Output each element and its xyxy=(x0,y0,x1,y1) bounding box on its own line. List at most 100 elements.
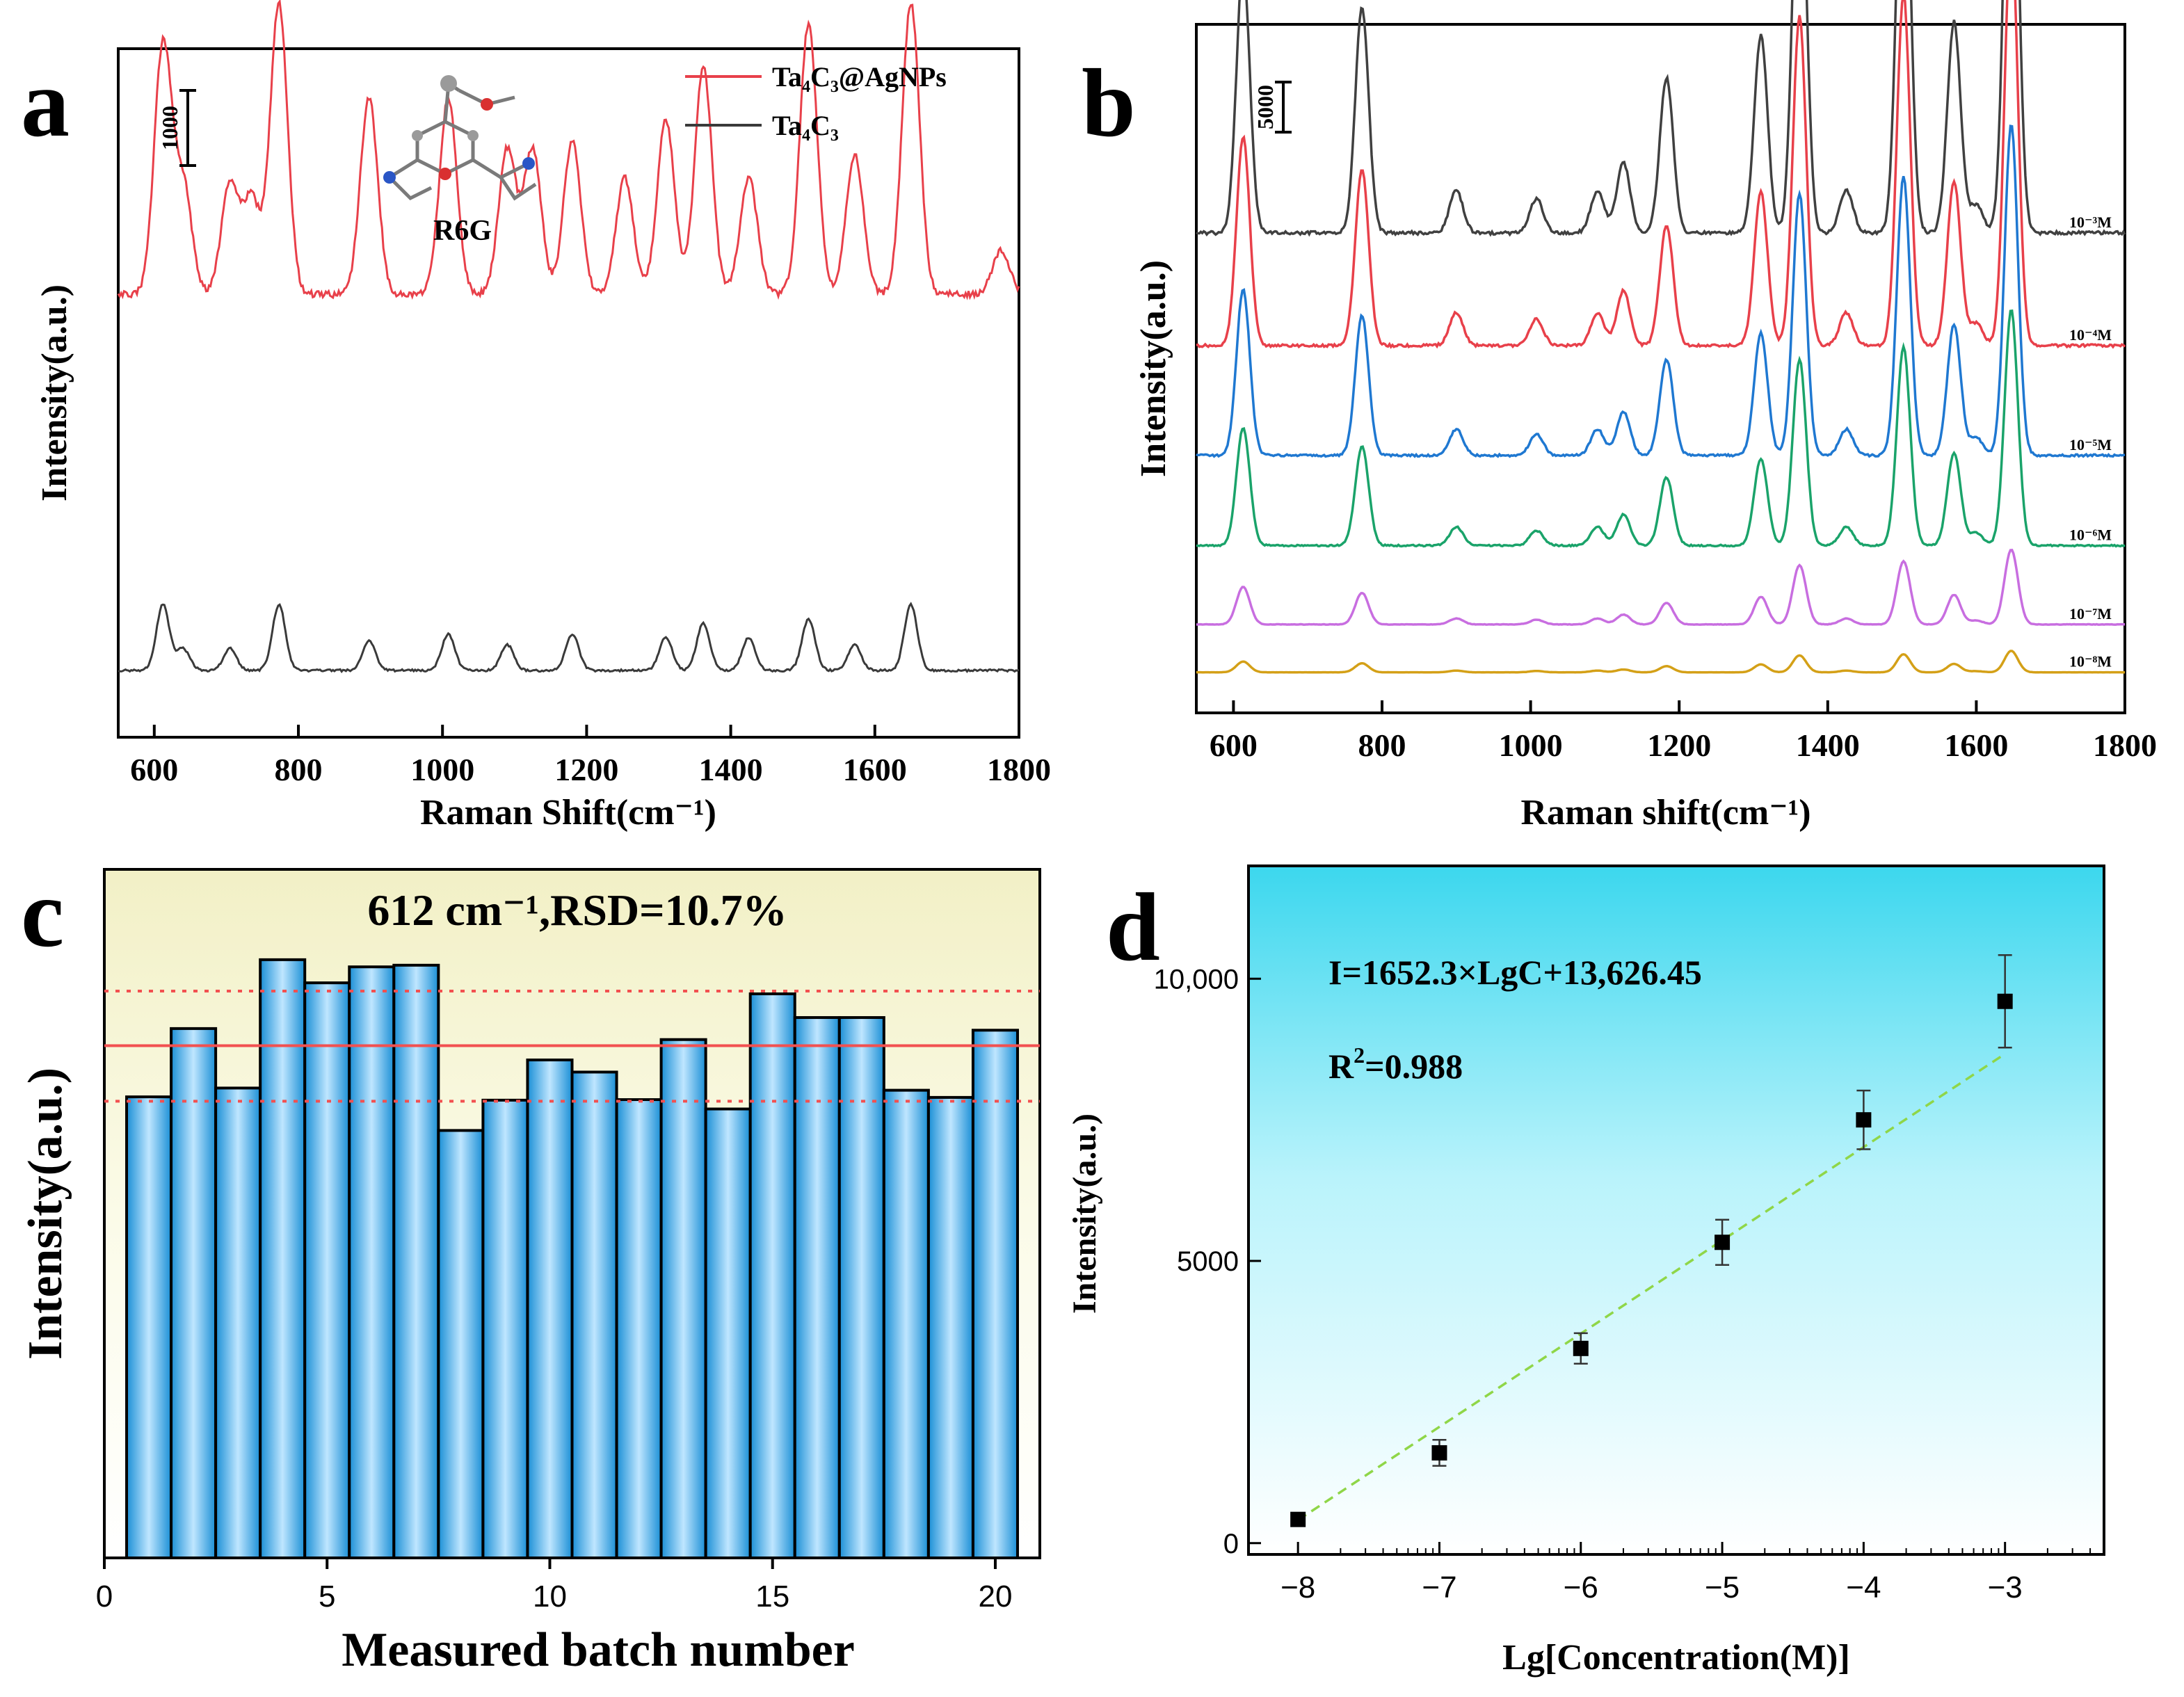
x-tick-label: −5 xyxy=(1705,1570,1740,1604)
bar xyxy=(570,1070,618,1560)
x-tick-label: 1200 xyxy=(1647,727,1711,763)
bar xyxy=(392,963,440,1559)
bar xyxy=(303,981,351,1559)
x-tick-label: 10 xyxy=(533,1579,567,1614)
y-tick-label: 0 xyxy=(1223,1529,1239,1559)
chart-title-c: 612 cm⁻¹,RSD=10.7% xyxy=(367,885,787,935)
spectra-a xyxy=(117,0,1020,673)
bar xyxy=(748,992,796,1559)
scale-bar-a: 1000 xyxy=(157,89,196,167)
x-tick-label: 600 xyxy=(130,752,178,787)
concentration-label: 10⁻⁸M xyxy=(2069,653,2112,670)
x-tick-label: 1200 xyxy=(554,752,618,787)
panel-letter-b: b xyxy=(1082,49,1136,157)
fit-line xyxy=(1297,1052,2006,1522)
y-tick-label: 10,000 xyxy=(1154,964,1239,995)
panel-c: 0 5 10 15 20 612 cm⁻¹,RSD=10.7% Measured bat… xyxy=(19,868,1041,1677)
scale-bar-label-b: 5000 xyxy=(1253,85,1278,129)
x-axis-ticks-a: 600 800 1000 1200 1400 1600 1800 xyxy=(130,725,1051,787)
data-point xyxy=(1856,1112,1872,1128)
plot-frame-a xyxy=(117,47,1020,739)
x-tick-label: 1600 xyxy=(1944,727,2008,763)
fit-equation-d: I=1652.3×LgC+13,626.45 xyxy=(1328,953,1702,992)
x-tick-label: 600 xyxy=(1210,727,1258,763)
spectrum-line-2 xyxy=(1196,124,2126,458)
spectrum-line-1 xyxy=(1196,0,2126,349)
data-point xyxy=(1431,1445,1447,1461)
bar xyxy=(348,965,396,1559)
bar xyxy=(793,1016,841,1559)
spectrum-line-5 xyxy=(1196,650,2126,674)
x-axis-ticks-b: 600 800 1000 1200 1400 1600 1800 xyxy=(1210,700,2157,763)
legend-label-ta4c3-agnps: Ta₄C₃@AgNPs xyxy=(772,61,947,93)
legend-label-ta4c3: Ta₄C₃ xyxy=(772,110,839,141)
fit-line-d xyxy=(1297,1052,2006,1522)
concentration-label: 10⁻⁷M xyxy=(2069,605,2112,622)
concentration-labels-b: 10⁻³M 10⁻⁴M 10⁻⁵M 10⁻⁶M 10⁻⁷M 10⁻⁸M xyxy=(2069,214,2112,670)
x-tick-label: −6 xyxy=(1564,1570,1598,1604)
y-axis-label-b: Intensity(a.u.) xyxy=(1134,260,1173,477)
scale-bar-b: 5000 xyxy=(1253,81,1292,134)
x-tick-label: 1800 xyxy=(987,752,1051,787)
spectra-b xyxy=(1196,0,2126,674)
r-squared-symbol: R xyxy=(1328,1047,1354,1086)
axis-ticks-d: −8 −7 −6 −5 −4 −3 0 5000 10,000 xyxy=(1154,964,2105,1604)
data-point xyxy=(1290,1511,1306,1527)
x-tick-label: 1800 xyxy=(2093,727,2157,763)
bar xyxy=(926,1095,974,1559)
bar xyxy=(481,1098,529,1559)
bar xyxy=(170,1027,218,1559)
concentration-label: 10⁻⁵M xyxy=(2069,436,2112,453)
panel-letter-c: c xyxy=(21,860,64,967)
r-squared-value: =0.988 xyxy=(1365,1047,1463,1086)
data-point xyxy=(1715,1234,1731,1250)
x-tick-label: 0 xyxy=(96,1579,113,1614)
r6g-molecule-icon xyxy=(383,75,537,201)
bar xyxy=(659,1038,707,1559)
x-tick-label: 20 xyxy=(978,1579,1012,1614)
plot-frame-b xyxy=(1195,23,2126,714)
spectrum-line-0 xyxy=(1196,0,2126,237)
panel-letter-a: a xyxy=(21,49,70,157)
y-axis-label-c: Intensity(a.u.) xyxy=(19,1068,72,1360)
x-tick-label: −3 xyxy=(1988,1570,2023,1604)
x-tick-label: −8 xyxy=(1280,1570,1315,1604)
bar xyxy=(837,1016,885,1559)
bars-c xyxy=(125,958,1019,1560)
x-tick-label: 1600 xyxy=(843,752,907,787)
bar xyxy=(259,958,307,1559)
inset-label-a: R6G xyxy=(433,215,492,247)
y-axis-label-a: Intensity(a.u.) xyxy=(35,284,74,501)
x-tick-label: 1000 xyxy=(1499,727,1563,763)
x-tick-label: 800 xyxy=(1358,727,1406,763)
concentration-label: 10⁻⁶M xyxy=(2069,526,2112,543)
data-points-d xyxy=(1290,954,2013,1527)
concentration-label: 10⁻⁴M xyxy=(2069,326,2112,344)
x-tick-label: −7 xyxy=(1422,1570,1456,1604)
x-axis-label-d: Lg[Concentration(M)] xyxy=(1502,1638,1850,1678)
x-tick-label: 15 xyxy=(755,1579,789,1614)
bar xyxy=(214,1086,262,1559)
spectrum-line-ta4c3-agnps xyxy=(117,0,1020,300)
panel-d: −8 −7 −6 −5 −4 −3 0 5000 10,000 I=1652.3×LgC+13,… xyxy=(1066,864,2105,1678)
concentration-label: 10⁻³M xyxy=(2069,214,2112,231)
r-squared-d: R2=0.988 xyxy=(1328,1043,1463,1086)
panel-a: 600 800 1000 1200 1400 1600 1800 Raman Shift(c… xyxy=(35,0,1051,833)
spectrum-line-ta4c3 xyxy=(118,602,1020,673)
x-tick-label: 5 xyxy=(319,1579,335,1614)
bar xyxy=(526,1059,574,1559)
bar xyxy=(437,1129,485,1559)
bar xyxy=(971,1029,1019,1560)
x-tick-label: 1400 xyxy=(1796,727,1860,763)
legend-a: Ta₄C₃@AgNPs Ta₄C₃ xyxy=(685,61,947,141)
bar xyxy=(615,1098,663,1559)
x-axis-label-a: Raman Shift(cm⁻¹) xyxy=(420,793,716,833)
x-axis-label-b: Raman shift(cm⁻¹) xyxy=(1520,793,1810,833)
x-tick-label: 1000 xyxy=(410,752,474,787)
x-axis-label-c: Measured batch number xyxy=(342,1623,855,1677)
bar xyxy=(704,1107,752,1559)
y-tick-label: 5000 xyxy=(1177,1246,1239,1277)
spectrum-line-4 xyxy=(1196,548,2125,626)
